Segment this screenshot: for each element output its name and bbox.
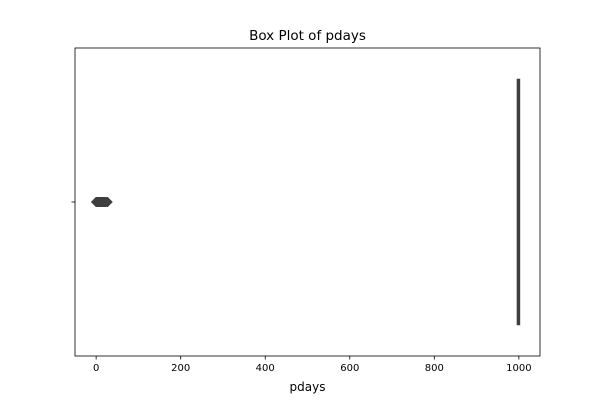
outlier-point (102, 196, 113, 208)
x-tick-label: 1000 (506, 363, 531, 374)
x-axis-label: pdays (290, 380, 326, 394)
x-axis-ticks: 0 200 400 600 800 1000 (93, 356, 532, 374)
chart-title: Box Plot of pdays (249, 28, 366, 44)
x-tick-label: 0 (93, 363, 99, 374)
box-plot-content (90, 78, 521, 326)
x-tick-label: 600 (340, 363, 359, 374)
x-tick-label: 800 (425, 363, 444, 374)
x-tick-label: 200 (171, 363, 190, 374)
x-tick-label: 400 (256, 363, 275, 374)
